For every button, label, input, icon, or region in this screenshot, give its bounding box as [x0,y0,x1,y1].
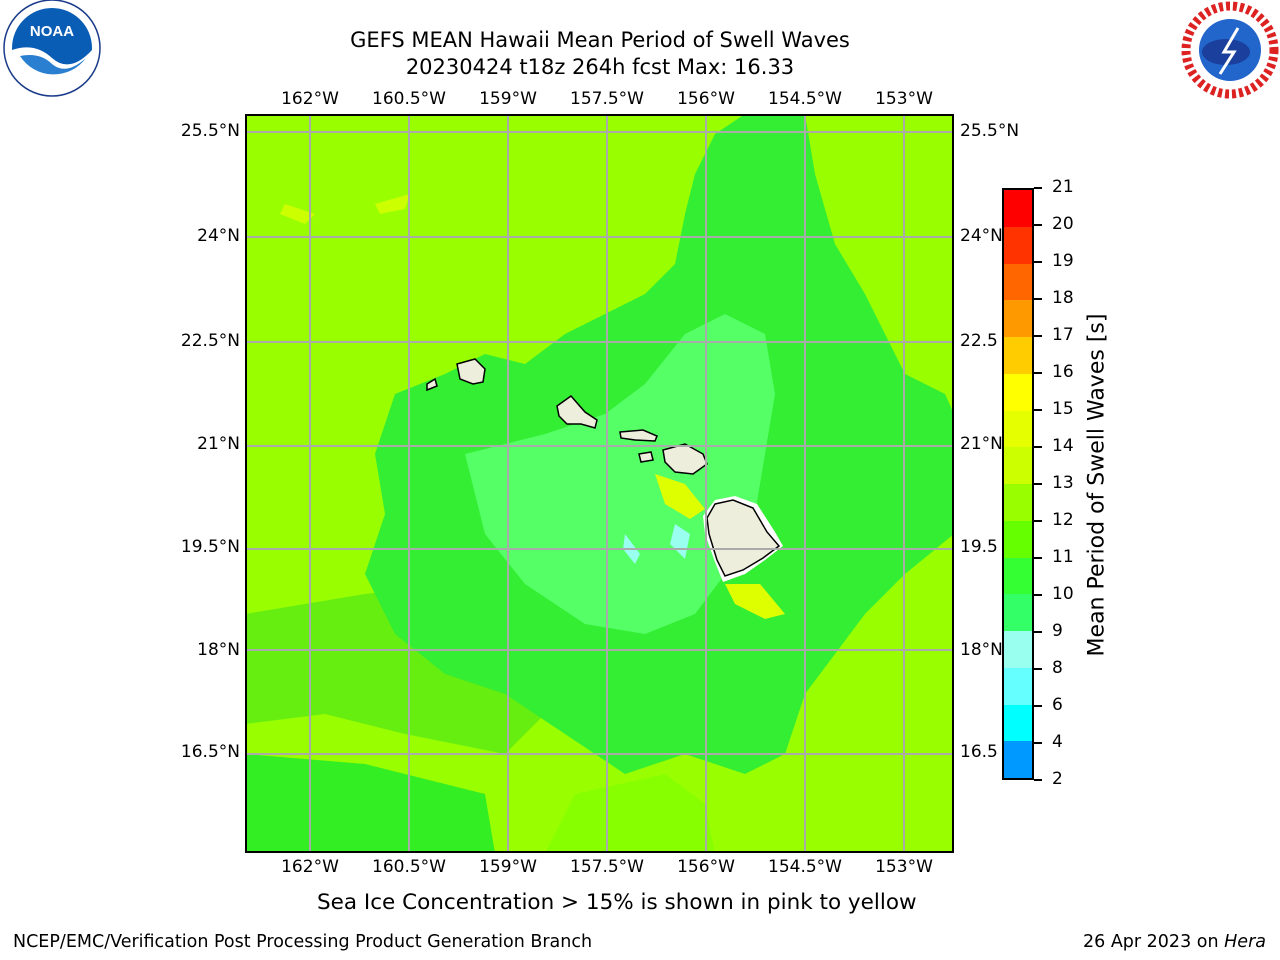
lat-label-left: 19.5°N [180,537,240,557]
lon-label-top: 159°W [479,89,537,109]
lon-label-bottom: 157.5°W [570,857,644,877]
lon-label-bottom: 153°W [875,857,933,877]
lat-label-right: 16.5 [960,742,998,762]
colorbar-tick-mark [1034,483,1042,485]
lat-label-right: 19.5 [960,537,998,557]
colorbar-tick-mark [1034,224,1042,226]
colorbar-segment [1004,557,1032,595]
lat-label-right: 22.5 [960,331,998,351]
colorbar-segment [1004,704,1032,742]
noaa-logo: NOAA [0,0,104,100]
lon-label-top: 162°W [281,89,339,109]
noaa-logo-text: NOAA [30,23,74,40]
colorbar-tick-label: 4 [1052,732,1063,752]
colorbar-tick-mark [1034,779,1042,781]
colorbar-segment [1004,667,1032,705]
colorbar-tick-mark [1034,668,1042,670]
footer-host: Hera [1224,932,1266,952]
lon-label-bottom: 156°W [677,857,735,877]
lat-label-left: 18°N [197,640,240,660]
lon-label-top: 160.5°W [372,89,446,109]
colorbar-tick-mark [1034,372,1042,374]
colorbar-segment [1004,410,1032,448]
chart-subtitle: 20230424 t18z 264h fcst Max: 16.33 [405,55,795,79]
footer-date-text: 26 Apr 2023 on [1083,932,1225,952]
colorbar-segment [1004,631,1032,668]
colorbar-tick-label: 14 [1052,436,1074,456]
chart-title: GEFS MEAN Hawaii Mean Period of Swell Wa… [350,28,850,52]
colorbar-tick-label: 9 [1052,621,1063,641]
colorbar-segment [1004,373,1032,411]
lon-label-bottom: 159°W [479,857,537,877]
colorbar-tick-label: 12 [1052,510,1074,530]
colorbar-tick-mark [1034,557,1042,559]
lat-label-right: 24°N [960,226,1003,246]
colorbar-tick-mark [1034,409,1042,411]
colorbar-segment [1004,741,1032,778]
colorbar-tick-label: 2 [1052,769,1063,789]
lon-label-top: 154.5°W [768,89,842,109]
lat-label-right: 21°N [960,434,1003,454]
colorbar [1002,188,1034,780]
colorbar-segment [1004,300,1032,337]
colorbar-tick-mark [1034,261,1042,263]
colorbar-tick-mark [1034,631,1042,633]
colorbar-tick-label: 18 [1052,288,1074,308]
lon-label-top: 157.5°W [570,89,644,109]
colorbar-tick-mark [1034,520,1042,522]
colorbar-tick-mark [1034,335,1042,337]
colorbar-segment [1004,190,1032,227]
colorbar-tick-label: 10 [1052,584,1074,604]
colorbar-segment [1004,337,1032,374]
nws-logo [1176,0,1280,100]
map-panel [245,114,954,853]
colorbar-tick-label: 15 [1052,399,1074,419]
swell-period-map [245,114,954,853]
lat-label-right: 25.5°N [960,121,1020,141]
footer-date: 26 Apr 2023 on Hera [1083,932,1266,952]
colorbar-tick-mark [1034,705,1042,707]
colorbar-tick-label: 6 [1052,695,1063,715]
lat-label-left: 21°N [197,434,240,454]
colorbar-segment [1004,447,1032,484]
colorbar-tick-mark [1034,742,1042,744]
lon-label-bottom: 162°W [281,857,339,877]
colorbar-tick-mark [1034,187,1042,189]
colorbar-tick-label: 13 [1052,473,1074,493]
colorbar-tick-label: 16 [1052,362,1074,382]
colorbar-segment [1004,484,1032,521]
lon-label-top: 156°W [677,89,735,109]
colorbar-segment [1004,226,1032,264]
colorbar-tick-label: 17 [1052,325,1074,345]
colorbar-tick-label: 20 [1052,214,1074,234]
lat-label-right: 18°N [960,640,1003,660]
colorbar-tick-mark [1034,446,1042,448]
colorbar-tick-label: 11 [1052,547,1074,567]
lat-label-left: 25.5°N [180,121,240,141]
footer-producer: NCEP/EMC/Verification Post Processing Pr… [13,932,593,952]
colorbar-label: Mean Period of Swell Waves [s] [1084,313,1110,657]
lon-label-top: 153°W [875,89,933,109]
lat-label-left: 16.5°N [180,742,240,762]
sea-ice-note: Sea Ice Concentration > 15% is shown in … [317,890,917,915]
colorbar-segment [1004,594,1032,631]
colorbar-segment [1004,520,1032,558]
colorbar-segment [1004,263,1032,301]
colorbar-tick-label: 21 [1052,177,1074,197]
colorbar-tick-label: 8 [1052,658,1063,678]
colorbar-tick-mark [1034,594,1042,596]
lon-label-bottom: 154.5°W [768,857,842,877]
lon-label-bottom: 160.5°W [372,857,446,877]
colorbar-tick-mark [1034,298,1042,300]
lat-label-left: 22.5°N [180,331,240,351]
lat-label-left: 24°N [197,226,240,246]
colorbar-tick-label: 19 [1052,251,1074,271]
